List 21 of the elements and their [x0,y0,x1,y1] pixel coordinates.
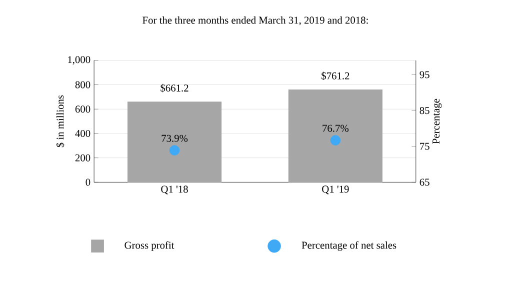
y2-tick-label: 95 [420,71,430,78]
legend-label: Gross profit [124,241,174,251]
y-tick-label: 200 [75,154,90,162]
y-axis-title: $ in millions [56,95,64,148]
y-tick-label: 0 [86,178,90,186]
y-tick-label: 800 [75,81,90,88]
y-tick-label: 1,000 [68,56,90,65]
legend-label: Percentage of net sales [302,241,396,251]
y2-tick-label: 65 [420,178,430,186]
y-tick-label: 600 [75,106,90,113]
data-label: 76.7% [322,124,349,132]
data-label: $761.2 [322,72,350,80]
x-tick-label: Q1 '19 [322,186,349,194]
y2-tick-label: 75 [420,142,430,150]
x-tick-label: Q1 '18 [161,186,188,194]
y-tick-label: 400 [75,130,90,137]
chart-title: For the three months ended March 31, 2019 and 2018: [142,16,368,26]
y2-axis-title: Percentage [432,98,442,144]
y2-tick-label: 85 [420,106,430,114]
data-label: 73.9% [162,134,188,142]
data-label: $661.2 [160,84,188,92]
